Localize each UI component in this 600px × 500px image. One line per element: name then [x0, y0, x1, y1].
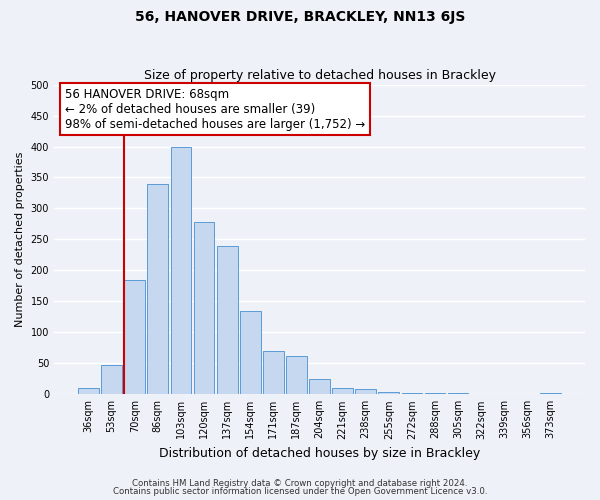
Bar — [425, 393, 445, 394]
Bar — [194, 222, 214, 394]
Y-axis label: Number of detached properties: Number of detached properties — [15, 152, 25, 327]
Bar — [540, 393, 561, 394]
Bar — [286, 356, 307, 395]
Title: Size of property relative to detached houses in Brackley: Size of property relative to detached ho… — [143, 69, 496, 82]
Text: 56 HANOVER DRIVE: 68sqm
← 2% of detached houses are smaller (39)
98% of semi-det: 56 HANOVER DRIVE: 68sqm ← 2% of detached… — [65, 88, 365, 130]
Bar — [101, 365, 122, 394]
Bar — [263, 351, 284, 395]
Bar — [240, 310, 260, 394]
Bar — [355, 390, 376, 394]
Text: Contains HM Land Registry data © Crown copyright and database right 2024.: Contains HM Land Registry data © Crown c… — [132, 478, 468, 488]
X-axis label: Distribution of detached houses by size in Brackley: Distribution of detached houses by size … — [159, 447, 480, 460]
Bar — [148, 184, 168, 394]
Bar — [124, 280, 145, 394]
Text: 56, HANOVER DRIVE, BRACKLEY, NN13 6JS: 56, HANOVER DRIVE, BRACKLEY, NN13 6JS — [135, 10, 465, 24]
Bar — [401, 393, 422, 394]
Bar — [309, 379, 330, 394]
Bar — [217, 246, 238, 394]
Bar — [379, 392, 399, 394]
Bar — [332, 388, 353, 394]
Bar — [78, 388, 99, 394]
Bar — [448, 393, 469, 394]
Bar — [170, 146, 191, 394]
Text: Contains public sector information licensed under the Open Government Licence v3: Contains public sector information licen… — [113, 487, 487, 496]
